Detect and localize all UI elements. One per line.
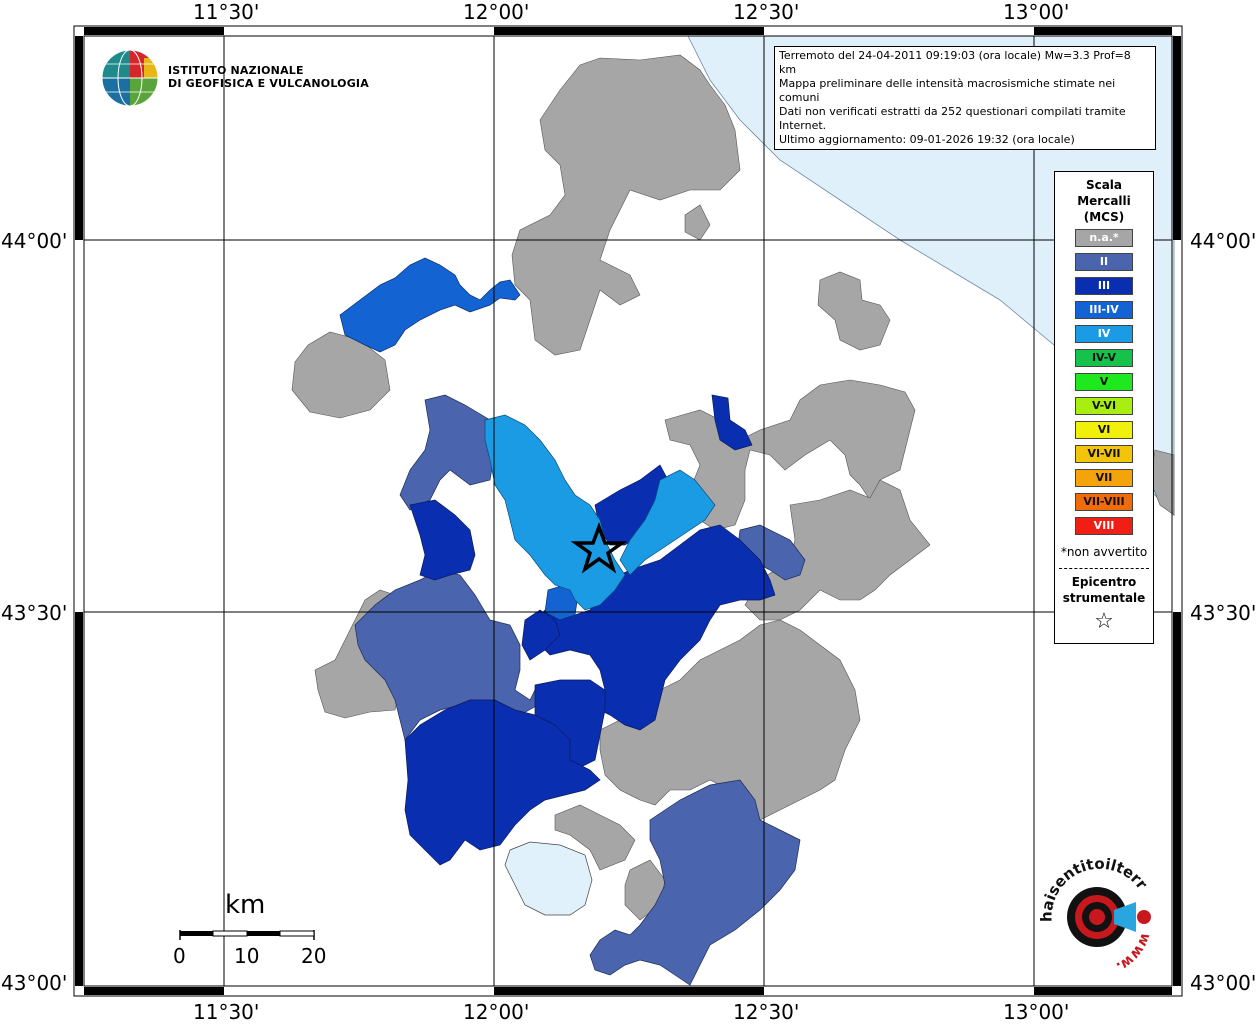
lon-label-bottom-4: 13°00' <box>1003 1000 1070 1024</box>
legend-item-3: III-IV <box>1075 301 1133 319</box>
legend-item-2: III <box>1075 277 1133 295</box>
lat-label-left-1: 44°00' <box>1 229 68 253</box>
legend-title-line-1: Scala <box>1085 178 1123 192</box>
logo-line-2: DI GEOFISICA E VULCANOLOGIA <box>168 77 369 90</box>
lat-label-left-3: 43°00' <box>1 971 68 995</box>
info-line-3: Dati non verificati estratti da 252 ques… <box>779 105 1126 132</box>
legend-epicenter-line-2: strumentale <box>1062 591 1146 605</box>
legend-epicenter-star-icon: ☆ <box>1094 609 1114 634</box>
badge-prefix: www. <box>1113 931 1153 975</box>
scale-bar-graphic <box>179 930 315 940</box>
event-info-box: Terremoto del 24-04-2011 09:19:03 (ora l… <box>774 46 1156 150</box>
legend-divider <box>1059 568 1149 569</box>
lat-label-right-3: 43°00' <box>1190 971 1256 995</box>
light-area <box>504 841 593 916</box>
legend-item-1: II <box>1075 253 1133 271</box>
scale-unit: km <box>225 890 266 920</box>
lon-label-top-2: 12°00' <box>463 0 530 24</box>
lon-label-bottom-2: 12°00' <box>463 1000 530 1024</box>
not-felt-areas <box>291 54 1175 921</box>
lat-label-right-1: 44°00' <box>1190 229 1256 253</box>
scale-tick-0: 0 <box>173 944 186 968</box>
legend-item-9: VI-VII <box>1075 445 1133 463</box>
legend-item-11: VII-VIII <box>1075 493 1133 511</box>
legend-epicenter-label: Epicentro strumentale <box>1055 574 1153 606</box>
legend-footnote: *non avvertito <box>1060 545 1148 559</box>
lon-label-bottom-1: 11°30' <box>193 1000 260 1024</box>
info-line-2: Mappa preliminare delle intensità macros… <box>779 77 1116 104</box>
lat-label-left-2: 43°30' <box>1 601 68 625</box>
legend-title-line-2: Mercalli <box>1077 194 1131 208</box>
legend-title: Scala Mercalli (MCS) <box>1055 177 1153 225</box>
info-line-1: Terremoto del 24-04-2011 09:19:03 (ora l… <box>779 49 1131 76</box>
lat-label-right-2: 43°30' <box>1190 601 1256 625</box>
haisentito-badge: haisentitoilterremoto.it www. <box>1032 852 1154 975</box>
lon-label-bottom-3: 12°30' <box>733 1000 800 1024</box>
legend-item-7: V-VI <box>1075 397 1133 415</box>
info-line-4: Ultimo aggiornamento: 09-01-2026 19:32 (… <box>779 133 1075 146</box>
scale-tick-10: 10 <box>234 944 260 968</box>
legend-item-6: V <box>1075 373 1133 391</box>
legend-item-10: VII <box>1075 469 1133 487</box>
legend-item-8: VI <box>1075 421 1133 439</box>
lon-label-top-1: 11°30' <box>193 0 260 24</box>
legend-item-0: n.a.* <box>1075 229 1133 247</box>
scale-tick-20: 20 <box>301 944 327 968</box>
graticule <box>84 36 1172 986</box>
ingv-globe-logo <box>101 49 159 107</box>
logo-line-1: ISTITUTO NAZIONALE <box>168 64 304 77</box>
lon-label-top-4: 13°00' <box>1003 0 1070 24</box>
intensity-iv-areas <box>484 414 716 611</box>
legend-epicenter-line-1: Epicentro <box>1071 575 1137 589</box>
ingv-logo-text: ISTITUTO NAZIONALE DI GEOFISICA E VULCAN… <box>168 64 369 90</box>
legend-item-12: VIII <box>1075 517 1133 535</box>
scale-bar: km 0 10 20 <box>170 890 340 970</box>
mcs-legend: Scala Mercalli (MCS) n.a.* II III III-IV IV I… <box>1054 171 1154 644</box>
legend-item-4: IV <box>1075 325 1133 343</box>
lon-label-top-3: 12°30' <box>733 0 800 24</box>
map-frame <box>73 25 1183 997</box>
intensity-iii-iv-areas <box>339 257 579 621</box>
svg-text:www.: www. <box>1113 931 1153 975</box>
legend-title-line-3: (MCS) <box>1083 210 1125 224</box>
epicenter-star-icon <box>570 522 628 574</box>
legend-item-5: IV-V <box>1075 349 1133 367</box>
